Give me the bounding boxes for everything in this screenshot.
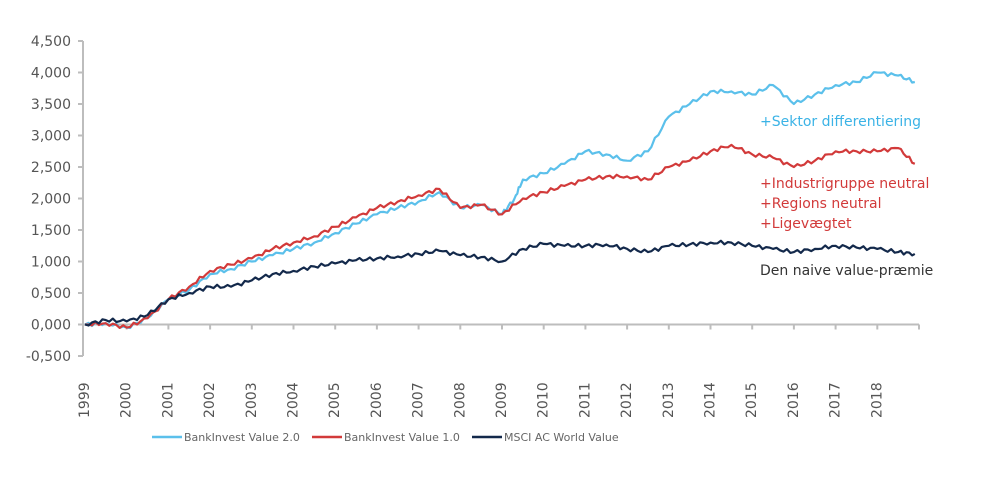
- legend-label: BankInvest Value 1.0: [344, 431, 460, 444]
- x-tick-label: 2009: [494, 382, 510, 418]
- y-tick-label: -0,500: [26, 349, 71, 365]
- x-tick-label: 2002: [202, 382, 218, 418]
- annotation-naive-premium: Den naive value-præmie: [760, 263, 933, 279]
- annotation-ligevaegtet: +Ligevægtet: [760, 216, 852, 232]
- x-tick-label: 2018: [869, 382, 885, 418]
- y-tick-label: 3,000: [31, 129, 71, 145]
- x-tick-label: 2008: [452, 382, 468, 418]
- x-tick-label: 2017: [828, 382, 844, 418]
- y-tick-label: 1,000: [31, 255, 71, 271]
- series-lines: [84, 71, 916, 330]
- y-tick-label: 3,500: [31, 97, 71, 113]
- x-tick-label: 2007: [411, 382, 427, 418]
- y-tick-label: 4,000: [31, 66, 71, 82]
- x-tick-label: 2012: [619, 382, 635, 418]
- x-tick-label: 1999: [77, 382, 93, 418]
- x-tick-label: 2004: [286, 382, 302, 418]
- x-tick-label: 2014: [703, 382, 719, 418]
- annotation-regions: +Regions neutral: [760, 196, 881, 212]
- x-tick-label: 2003: [244, 382, 260, 418]
- y-tick-label: 4,500: [31, 34, 71, 50]
- series-line-3: [84, 239, 916, 327]
- legend: BankInvest Value 2.0 BankInvest Value 1.0…: [152, 431, 619, 444]
- x-tick-label: 2000: [119, 382, 135, 418]
- x-tick-label: 2013: [661, 382, 677, 418]
- y-tick-label: 2,000: [31, 192, 71, 208]
- x-tick-label: 2015: [744, 382, 760, 418]
- y-tick-label: 2,500: [31, 160, 71, 176]
- series-line-2: [84, 143, 916, 329]
- x-tick-label: 2016: [786, 382, 802, 418]
- x-axis: 1999 2000 2001 2002 2003 2004 2005 2006 2007 2008…: [77, 323, 920, 418]
- x-tick-label: 2010: [536, 382, 552, 418]
- x-tick-label: 2006: [369, 382, 385, 418]
- annotations: +Sektor differentiering +Industrigruppe …: [760, 114, 933, 279]
- y-axis: -0,500 0,000 0,500 1,000 1,500 2,000 2,500 3,00…: [26, 34, 84, 365]
- legend-label: BankInvest Value 2.0: [184, 431, 300, 444]
- x-tick-label: 2011: [577, 382, 593, 418]
- series-line-1: [84, 71, 916, 330]
- annotation-sektor: +Sektor differentiering: [760, 114, 921, 130]
- annotation-industrigruppe: +Industrigruppe neutral: [760, 176, 929, 192]
- legend-label: MSCI AC World Value: [504, 431, 619, 444]
- y-tick-label: 0,500: [31, 286, 71, 302]
- y-tick-label: 1,500: [31, 223, 71, 239]
- x-tick-label: 2005: [327, 382, 343, 418]
- y-tick-label: 0,000: [31, 318, 71, 334]
- x-tick-label: 2001: [160, 382, 176, 418]
